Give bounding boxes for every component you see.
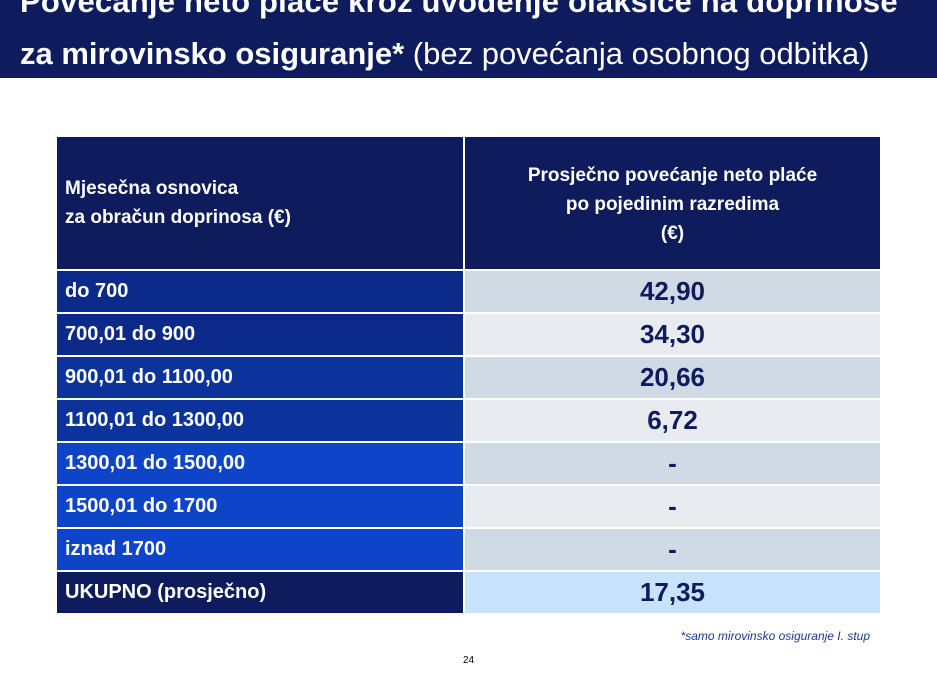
title-bar: Povećanje neto plaće kroz uvođenje olakš… <box>0 0 937 78</box>
bracket-label: 900,01 do 1100,00 <box>57 355 465 399</box>
table-row: 1500,01 do 1700- <box>57 484 880 528</box>
page-number: 24 <box>462 655 475 666</box>
table-row: do 700 42,90 <box>57 269 880 313</box>
header-monthly-base: Mjesečna osnovica za obračun doprinosa (… <box>57 137 465 270</box>
header-text: Prosječno povećanje neto plaće <box>527 164 818 186</box>
table-row: iznad 1700- <box>57 527 880 571</box>
net-increase-value: 17,35 <box>464 570 880 613</box>
total-row: UKUPNO (prosječno) 17,35 <box>57 570 880 613</box>
net-increase-value: 20,66 <box>464 355 880 399</box>
page-title-line1: Povećanje neto plaće kroz uvođenje olakš… <box>20 0 898 19</box>
bracket-label: do 700 <box>57 269 465 313</box>
bracket-label: 700,01 do 900 <box>57 312 465 356</box>
bracket-label: 1100,01 do 1300,00 <box>57 398 465 442</box>
page-title-subtitle: (bez povećanja osobnog odbitka) <box>404 36 870 71</box>
header-text: Mjesečna osnovica <box>65 178 239 199</box>
page-title-line2: za mirovinsko osiguranje* (bez povećanja… <box>20 36 870 72</box>
header-text: za obračun doprinosa (€) <box>65 207 291 228</box>
net-increase-value: - <box>464 441 880 485</box>
header-text: po pojedinim razredima <box>565 193 780 215</box>
bracket-label: 1500,01 do 1700 <box>57 484 465 528</box>
contribution-table: Mjesečna osnovica za obračun doprinosa (… <box>57 137 880 613</box>
bracket-label: 1300,01 do 1500,00 <box>57 441 465 485</box>
header-text: (€) <box>660 222 685 244</box>
net-increase-value: - <box>464 484 880 528</box>
bracket-label: iznad 1700 <box>57 527 465 571</box>
header-net-increase: Prosječno povećanje neto plaće po pojedi… <box>464 137 880 270</box>
net-increase-value: - <box>464 527 880 571</box>
table-row: 700,01 do 900 34,30 <box>57 312 880 356</box>
table-header-row: Mjesečna osnovica za obračun doprinosa (… <box>57 137 880 270</box>
page-title-bold: za mirovinsko osiguranje* <box>20 36 405 71</box>
table-row: 1100,01 do 1300,00 6,72 <box>57 398 880 442</box>
bracket-label: UKUPNO (prosječno) <box>57 570 465 613</box>
net-increase-value: 42,90 <box>464 269 880 313</box>
table-row: 900,01 do 1100,00 20,66 <box>57 355 880 399</box>
footnote: *samo mirovinsko osiguranje I. stup <box>680 629 870 643</box>
table-row: 1300,01 do 1500,00- <box>57 441 880 485</box>
net-increase-value: 6,72 <box>464 398 880 442</box>
net-increase-value: 34,30 <box>464 312 880 356</box>
